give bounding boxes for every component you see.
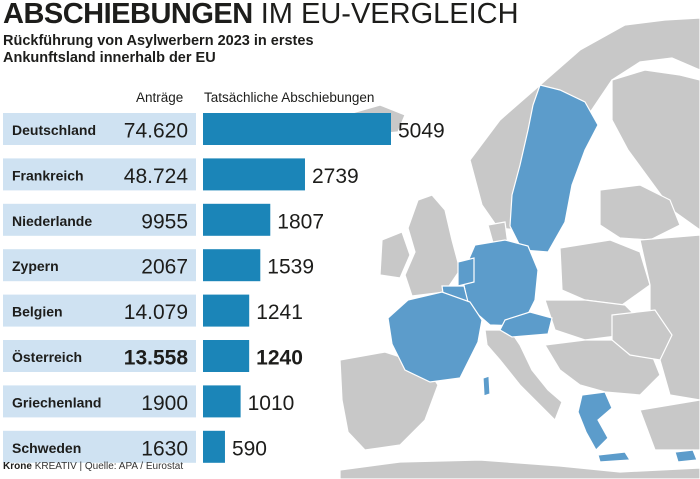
row-background — [3, 158, 196, 191]
map-country-greece — [577, 391, 613, 451]
row-background — [3, 113, 196, 145]
deportations-bar — [203, 158, 305, 191]
category-label: Frankreich — [12, 167, 84, 183]
title-light: IM EU-VERGLEICH — [260, 0, 519, 30]
deportations-value: 1539 — [267, 256, 314, 279]
deportations-bar — [203, 340, 250, 372]
map-land-baltics — [599, 184, 681, 241]
deportations-bar — [203, 113, 391, 145]
column-header-deportations: Tatsächliche Abschiebungen — [204, 90, 375, 105]
deportations-bar — [203, 430, 225, 463]
map-country-austria — [499, 311, 553, 338]
map-country-sweden — [509, 84, 599, 253]
deportations-value: 5049 — [398, 120, 445, 143]
applications-value: 2067 — [141, 256, 188, 279]
applications-value: 14.079 — [124, 301, 188, 324]
row-background — [3, 430, 196, 463]
deportations-value: 590 — [232, 437, 267, 460]
category-label: Griechenland — [12, 394, 101, 410]
footer: Krone KREATIV | Quelle: APA / Eurostat — [3, 461, 183, 472]
deportations-bar — [203, 385, 241, 418]
row-background — [3, 340, 196, 372]
map-island-corsica — [482, 375, 491, 397]
map-land-ireland — [379, 231, 411, 279]
deportations-value: 1807 — [277, 210, 324, 233]
footer-source: KREATIV | Quelle: APA / Eurostat — [34, 461, 184, 472]
map-land-finland-russia — [611, 69, 700, 231]
map-land-poland — [559, 239, 651, 306]
map-country-cyprus — [674, 449, 698, 463]
footer-brand: Krone — [3, 461, 32, 472]
deportations-value: 1241 — [256, 301, 303, 324]
page-title: ABSCHIEBUNGEN IM EU-VERGLEICH — [3, 0, 519, 31]
row-background — [3, 249, 196, 282]
map-country-netherlands — [457, 257, 475, 287]
applications-value: 1900 — [141, 392, 188, 415]
map-land-italy — [484, 329, 563, 422]
map-land-north-africa — [339, 459, 700, 479]
map-country-france — [387, 291, 483, 383]
deportations-bar — [203, 203, 271, 236]
category-label: Österreich — [12, 349, 82, 365]
deportations-bar — [203, 249, 261, 282]
deportations-bar — [203, 294, 250, 327]
row-background — [3, 385, 196, 418]
applications-value: 13.558 — [124, 347, 189, 370]
applications-value: 74.620 — [124, 120, 188, 143]
row-background — [3, 294, 196, 327]
column-header-applications: Anträge — [136, 90, 184, 105]
category-label: Deutschland — [12, 122, 96, 138]
map-land-romania — [611, 309, 673, 361]
category-label: Niederlande — [12, 213, 92, 229]
map-country-greece-crete — [597, 451, 632, 463]
category-label: Belgien — [12, 304, 63, 320]
category-label: Schweden — [12, 440, 81, 456]
deportations-value: 1010 — [248, 392, 295, 415]
row-background — [3, 203, 196, 236]
applications-value: 1630 — [141, 437, 188, 460]
title-bold: ABSCHIEBUNGEN — [3, 0, 253, 30]
map-land-east — [639, 234, 700, 401]
applications-value: 9955 — [141, 210, 188, 233]
map-land-turkey — [639, 399, 700, 451]
deportations-value: 1240 — [256, 347, 303, 370]
category-label: Zypern — [12, 258, 59, 274]
subtitle: Rückführung von Asylwerbern 2023 in erst… — [3, 33, 314, 66]
deportations-value: 2739 — [312, 165, 359, 188]
applications-value: 48.724 — [124, 165, 189, 188]
